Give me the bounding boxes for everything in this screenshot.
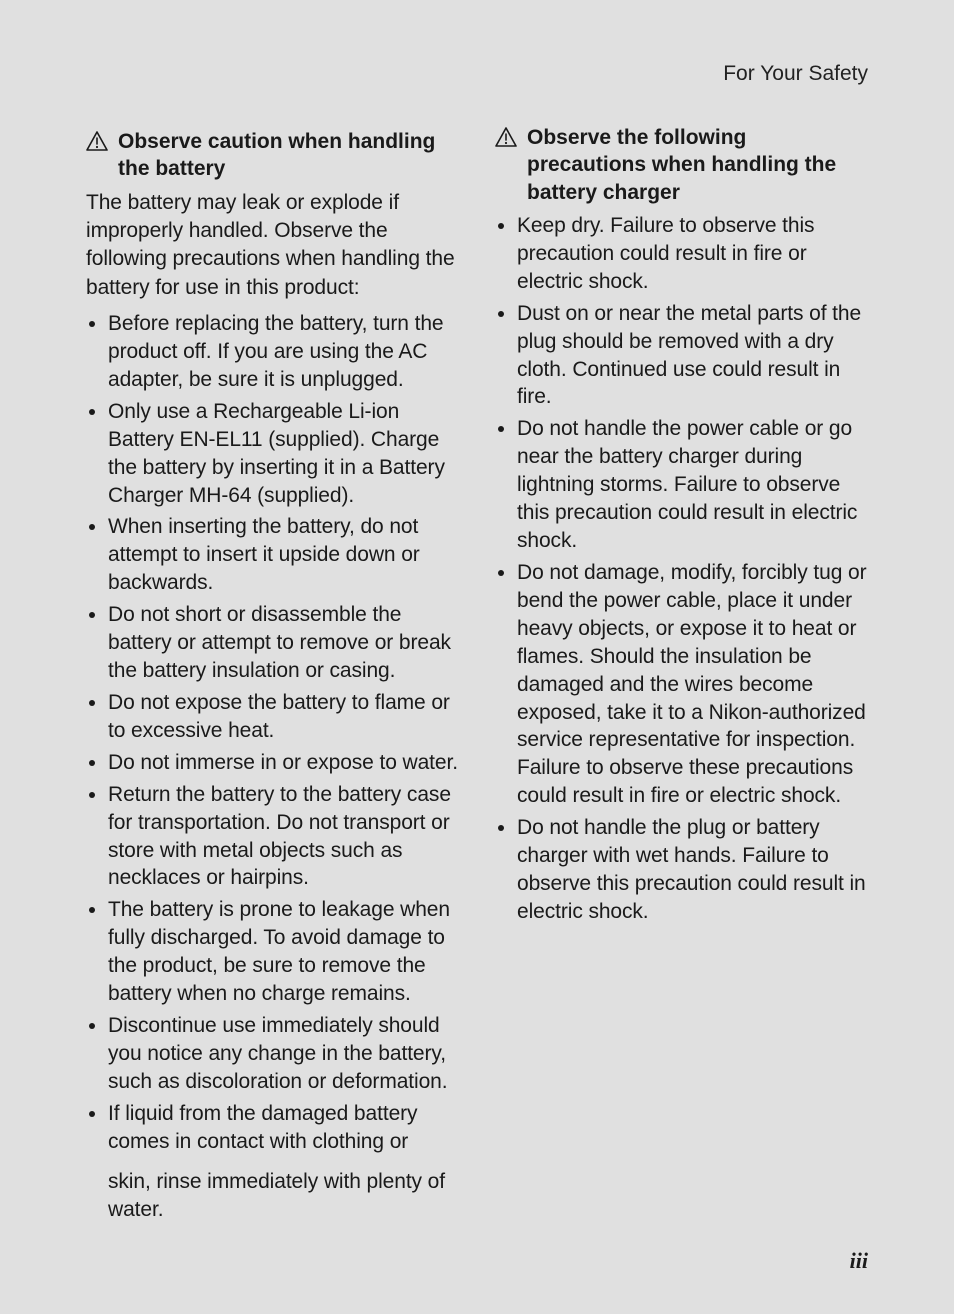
battery-precautions-list: Before replacing the battery, turn the p… <box>86 310 459 1156</box>
list-item: Before replacing the battery, turn the p… <box>108 310 459 394</box>
two-column-body: Observe caution when handling the batter… <box>86 124 868 1254</box>
list-item: Keep dry. Failure to observe this precau… <box>517 212 868 296</box>
list-item: Discontinue use immediately should you n… <box>108 1012 459 1096</box>
section-title-text: Observe caution when handling the batter… <box>118 128 459 183</box>
list-item: Do not damage, modify, forcibly tug or b… <box>517 559 868 810</box>
list-item: When inserting the battery, do not attem… <box>108 513 459 597</box>
list-item: Do not short or disassemble the battery … <box>108 601 459 685</box>
charger-precautions-list: Keep dry. Failure to observe this precau… <box>495 212 868 926</box>
section-title-text: Observe the following precautions when h… <box>527 124 868 206</box>
list-item: If liquid from the damaged battery comes… <box>108 1100 459 1156</box>
list-item: Do not handle the power cable or go near… <box>517 415 868 555</box>
section-title-battery: Observe caution when handling the batter… <box>86 128 459 183</box>
warning-triangle-icon <box>495 127 517 152</box>
warning-triangle-icon <box>86 131 108 156</box>
continuation-text: skin, rinse immediately with plenty of w… <box>86 1168 459 1225</box>
list-item: The battery is prone to leakage when ful… <box>108 896 459 1008</box>
list-item: Do not immerse in or expose to water. <box>108 749 459 777</box>
running-header: For Your Safety <box>86 62 868 86</box>
page-number: iii <box>850 1248 868 1274</box>
list-item: Return the battery to the battery case f… <box>108 781 459 893</box>
list-item: Only use a Rechargeable Li-ion Battery E… <box>108 398 459 510</box>
list-item: Do not expose the battery to flame or to… <box>108 689 459 745</box>
section-title-charger: Observe the following precautions when h… <box>495 124 868 206</box>
list-item: Do not handle the plug or battery charge… <box>517 814 868 926</box>
intro-paragraph: The battery may leak or explode if impro… <box>86 189 459 302</box>
document-page: For Your Safety Observe caution when han… <box>0 0 954 1314</box>
list-item: Dust on or near the metal parts of the p… <box>517 300 868 412</box>
